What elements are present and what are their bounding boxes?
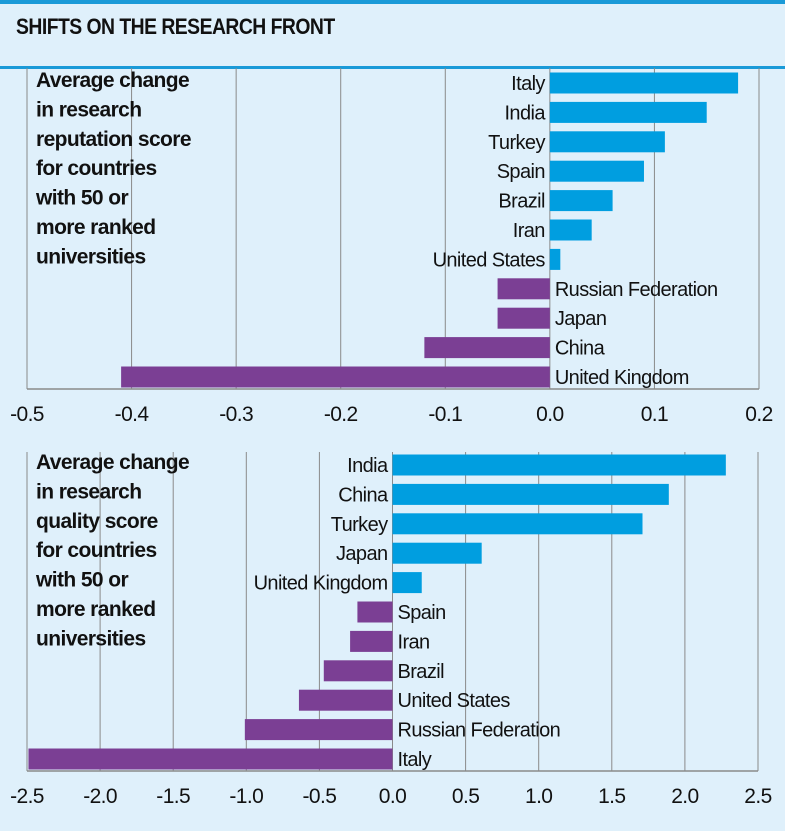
page-title: SHIFTS ON THE RESEARCH FRONT	[16, 14, 335, 39]
bar-india	[392, 454, 726, 476]
bar-russian-federation	[244, 719, 393, 741]
bar-iran	[350, 630, 393, 652]
bar-italy	[28, 748, 393, 770]
bar-united-kingdom	[121, 366, 550, 388]
caption-line: universities	[36, 627, 146, 650]
caption-line: universities	[36, 245, 146, 268]
caption-line: with 50 or	[35, 569, 128, 592]
bar-label: India	[347, 455, 389, 477]
bar-united-states	[549, 248, 561, 270]
bar-label: Italy	[511, 73, 545, 95]
bar-spain	[549, 160, 644, 182]
bar-label: Iran	[398, 631, 430, 653]
x-tick-label: -2.5	[10, 785, 44, 808]
x-tick-label: -0.4	[115, 403, 150, 426]
caption-line: for countries	[36, 157, 157, 180]
bar-russian-federation	[497, 278, 550, 300]
chart-caption: Average change in research quality score fo…	[35, 451, 189, 650]
bar-turkey	[392, 513, 643, 535]
bar-china	[424, 337, 550, 359]
bar-label: India	[504, 102, 546, 124]
bar-label: Italy	[398, 749, 432, 771]
caption-line: in research	[36, 98, 141, 121]
x-tick-label: -0.5	[303, 785, 337, 808]
caption-line: quality score	[36, 510, 158, 533]
bar-india	[549, 101, 707, 123]
top-rule	[0, 0, 785, 4]
x-tick-label: 2.5	[744, 785, 771, 808]
bar-iran	[549, 219, 592, 241]
bar-japan	[392, 542, 482, 564]
x-tick-label: -1.0	[229, 785, 263, 808]
x-tick-label: -1.5	[156, 785, 190, 808]
bar-label: Spain	[497, 161, 545, 183]
x-tick-label: 1.0	[525, 785, 552, 808]
caption-line: more ranked	[36, 598, 155, 621]
bar-label: United Kingdom	[254, 573, 388, 595]
caption-line: reputation score	[36, 128, 191, 151]
x-tick-label: 1.5	[598, 785, 625, 808]
bar-label: China	[555, 338, 606, 360]
caption-line: Average change	[36, 69, 189, 92]
caption-line: for countries	[36, 539, 157, 562]
x-tick-label: -2.0	[83, 785, 117, 808]
caption-line: in research	[36, 480, 141, 503]
caption-line: Average change	[36, 451, 189, 474]
chart-caption: Average change in research reputation scor…	[35, 69, 191, 268]
bar-label: Iran	[513, 220, 545, 242]
bar-label: Turkey	[488, 132, 545, 154]
header-rule	[0, 66, 785, 69]
x-tick-label: 0.5	[452, 785, 479, 808]
bar-spain	[357, 601, 393, 623]
x-tick-label: 0.2	[745, 403, 772, 426]
bar-china	[392, 483, 669, 505]
bar-brazil	[323, 660, 393, 682]
bar-japan	[497, 307, 550, 329]
caption-line: with 50 or	[35, 187, 128, 210]
bar-label: Japan	[336, 543, 388, 565]
bar-label: Spain	[398, 602, 446, 624]
bar-label: United States	[433, 249, 546, 271]
x-tick-label: -0.2	[324, 403, 358, 426]
x-tick-label: -0.3	[219, 403, 253, 426]
x-tick-label: -0.5	[10, 403, 44, 426]
x-tick-label: 0.1	[641, 403, 668, 426]
x-tick-label: -0.1	[428, 403, 462, 426]
bar-brazil	[549, 190, 613, 212]
bar-label: Japan	[555, 308, 607, 330]
x-tick-label: 2.0	[671, 785, 698, 808]
caption-line: more ranked	[36, 216, 155, 239]
x-tick-label: 0.0	[379, 785, 406, 808]
bar-label: Brazil	[498, 191, 545, 213]
bar-united-states	[298, 689, 393, 711]
bar-label: United Kingdom	[555, 367, 689, 389]
bar-united-kingdom	[392, 572, 422, 594]
bar-label: Russian Federation	[398, 720, 561, 742]
bar-label: Turkey	[331, 514, 388, 536]
bar-turkey	[549, 131, 665, 153]
bar-label: Brazil	[398, 661, 445, 683]
x-tick-label: 0.0	[536, 403, 563, 426]
bar-italy	[549, 72, 739, 94]
bar-label: Russian Federation	[555, 279, 718, 301]
bar-label: China	[338, 484, 389, 506]
bar-label: United States	[398, 690, 511, 712]
